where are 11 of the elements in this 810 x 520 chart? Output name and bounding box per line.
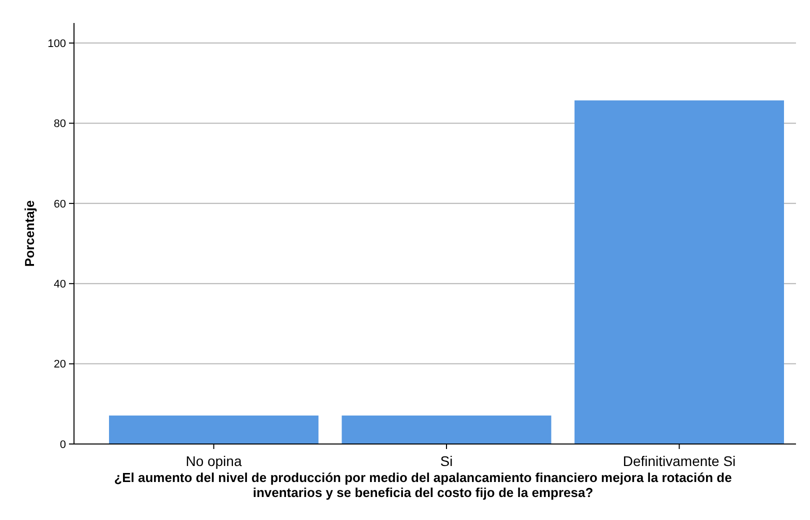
x-tick-label: Definitivamente Si	[622, 453, 736, 469]
x-tick-label: No opina	[186, 453, 242, 469]
y-tick-label: 100	[48, 38, 66, 50]
x-tick-label: Si	[440, 453, 453, 469]
y-axis-title: Porcentaje	[22, 200, 37, 267]
y-tick-label: 80	[54, 118, 66, 130]
y-tick-label: 40	[54, 278, 66, 290]
y-tick-label: 20	[54, 358, 66, 371]
x-axis-title: ¿El aumento del nivel de producción por medio del apalancamiento financiero mejora la rotación de inventarios y se beneficia del costo fijo de la empresa?	[114, 470, 732, 500]
y-tick-label: 60	[54, 198, 66, 210]
y-tick-label: 0	[60, 438, 66, 451]
